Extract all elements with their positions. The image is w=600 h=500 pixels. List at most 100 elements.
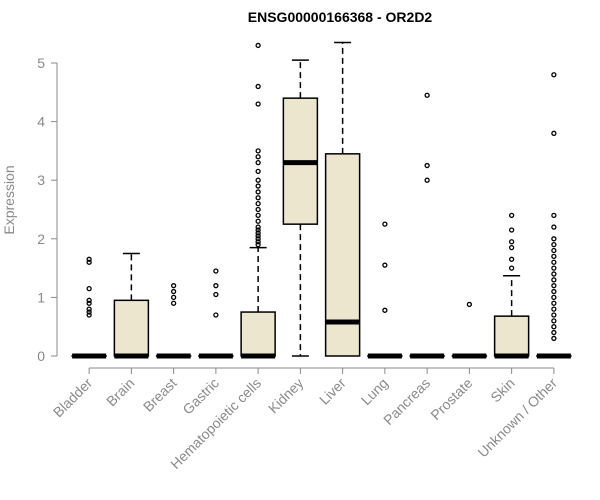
outlier-point [255, 224, 261, 230]
outlier-point [551, 294, 557, 301]
outlier-point [551, 271, 557, 277]
outlier-point [424, 177, 430, 183]
outlier-point [255, 233, 261, 239]
outlier-point [255, 239, 261, 245]
x-tick-label-prostate: Prostate [427, 375, 475, 423]
outlier-point [551, 259, 557, 265]
box-unknown-other [536, 72, 572, 359]
box-body [240, 311, 276, 357]
y-tick-label: 2 [37, 231, 45, 247]
x-tick-label-liver: Liver [316, 375, 349, 408]
outlier-point [86, 285, 92, 292]
y-tick-label: 5 [37, 55, 45, 71]
box-pancreas [409, 92, 445, 359]
outlier-point [86, 256, 92, 262]
outlier-point [551, 318, 557, 324]
outlier-point [170, 300, 177, 306]
outlier-point [255, 195, 261, 201]
outlier-point [551, 236, 557, 242]
outlier-point [170, 283, 177, 289]
x-tick-label-bladder: Bladder [50, 375, 96, 421]
outlier-point [86, 297, 92, 303]
outlier-point [255, 227, 261, 233]
outlier-point [551, 335, 557, 342]
box-breast [155, 283, 192, 359]
x-tick-label-pancreas: Pancreas [380, 375, 433, 428]
outlier-point [551, 300, 557, 306]
outlier-point [255, 230, 261, 236]
x-tick-label-brain: Brain [103, 375, 137, 409]
outlier-point [508, 265, 515, 271]
box-lung [367, 221, 403, 359]
outlier-point [508, 227, 515, 233]
outlier-point [255, 183, 261, 189]
x-tick-label-kidney: Kidney [265, 375, 307, 417]
outlier-point [170, 288, 177, 295]
y-tick-label: 4 [37, 114, 45, 130]
y-tick-label: 0 [37, 348, 45, 364]
outlier-point [424, 92, 430, 98]
outlier-point [551, 72, 557, 78]
outlier-point [551, 253, 557, 260]
box-bladder [71, 256, 107, 359]
outlier-point [551, 324, 557, 330]
outlier-point [382, 307, 388, 313]
outlier-point [551, 288, 557, 295]
box-body [493, 315, 530, 357]
box-kidney [282, 59, 319, 357]
outlier-point [86, 309, 92, 315]
outlier-point [86, 312, 92, 318]
outlier-point [508, 244, 515, 251]
outlier-point [255, 206, 261, 213]
outlier-point [86, 300, 92, 306]
outlier-point [213, 312, 219, 318]
box-brain [113, 252, 150, 359]
outlier-point [508, 212, 515, 219]
outlier-point [255, 154, 261, 160]
outlier-point [255, 242, 261, 248]
y-tick-label: 3 [37, 172, 45, 188]
outlier-point [424, 162, 430, 169]
y-axis-label: Expression [1, 165, 17, 234]
outlier-point [255, 177, 261, 183]
box-body [324, 153, 361, 357]
outlier-point [551, 312, 557, 318]
outlier-point [551, 277, 557, 283]
outlier-point [551, 265, 557, 271]
outlier-point [551, 224, 557, 230]
outlier-point [255, 83, 261, 90]
box-gastric [198, 268, 234, 359]
y-tick-label: 1 [37, 289, 45, 305]
y-axis: 0 1 2 3 4 5 [37, 55, 58, 364]
box-body [113, 299, 150, 357]
outlier-point [382, 262, 388, 268]
boxes-group [71, 41, 572, 359]
x-tick-label-lung: Lung [358, 375, 391, 408]
outlier-point [255, 218, 261, 224]
outlier-point [255, 200, 261, 207]
outlier-point [255, 168, 261, 175]
outlier-point [382, 221, 388, 227]
outlier-point [255, 212, 261, 219]
outlier-point [551, 247, 557, 254]
outlier-point [213, 291, 219, 298]
outlier-point [551, 283, 557, 289]
outlier-point [255, 42, 261, 49]
outlier-point [466, 301, 473, 308]
outlier-point [213, 268, 219, 274]
outlier-point [86, 259, 92, 265]
outlier-point [86, 306, 92, 312]
outlier-point [255, 159, 261, 166]
outlier-point [551, 130, 557, 136]
outlier-point [255, 101, 261, 107]
box-skin [493, 212, 530, 359]
outlier-point [551, 329, 557, 336]
outlier-point [551, 242, 557, 248]
outlier-point [551, 306, 557, 312]
box-hematopoietic-cells [240, 42, 276, 359]
x-tick-label-breast: Breast [140, 375, 180, 415]
x-tick-label-unknown-other: Unknown / Other [474, 375, 560, 461]
outlier-point [551, 212, 557, 219]
outlier-point [255, 189, 261, 195]
outlier-point [255, 236, 261, 242]
